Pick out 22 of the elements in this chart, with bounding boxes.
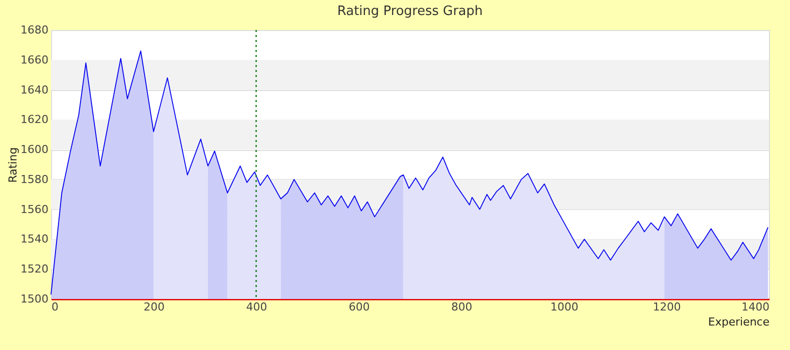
y-axis-title: Rating bbox=[6, 147, 20, 183]
x-tick-label: 1200 bbox=[652, 300, 681, 314]
line-series bbox=[50, 50, 768, 295]
chart-title: Rating Progress Graph bbox=[337, 4, 483, 19]
x-axis-title: Experience bbox=[708, 316, 770, 328]
x-tick-label: 400 bbox=[246, 300, 268, 314]
y-tick-label: 1500 bbox=[20, 292, 48, 306]
x-tick-label: 600 bbox=[348, 300, 370, 314]
y-tick-label: 1660 bbox=[20, 53, 48, 66]
x-tick-label: 1400 bbox=[742, 300, 770, 314]
y-tick-label: 1640 bbox=[20, 83, 48, 96]
x-tick-label: 1000 bbox=[550, 300, 578, 314]
y-tick-label: 1520 bbox=[20, 262, 48, 276]
x-tick-label: 200 bbox=[144, 300, 165, 314]
x-tick-label: 0 bbox=[52, 300, 58, 314]
y-tick-label: 1620 bbox=[20, 113, 48, 126]
y-tick-label: 1580 bbox=[20, 172, 48, 186]
y-tick-label: 1680 bbox=[20, 24, 48, 36]
y-tick-label: 1600 bbox=[20, 143, 48, 156]
y-tick-label: 1540 bbox=[20, 232, 48, 246]
y-tick-label: 1560 bbox=[20, 202, 48, 216]
x-tick-label: 800 bbox=[451, 300, 472, 314]
